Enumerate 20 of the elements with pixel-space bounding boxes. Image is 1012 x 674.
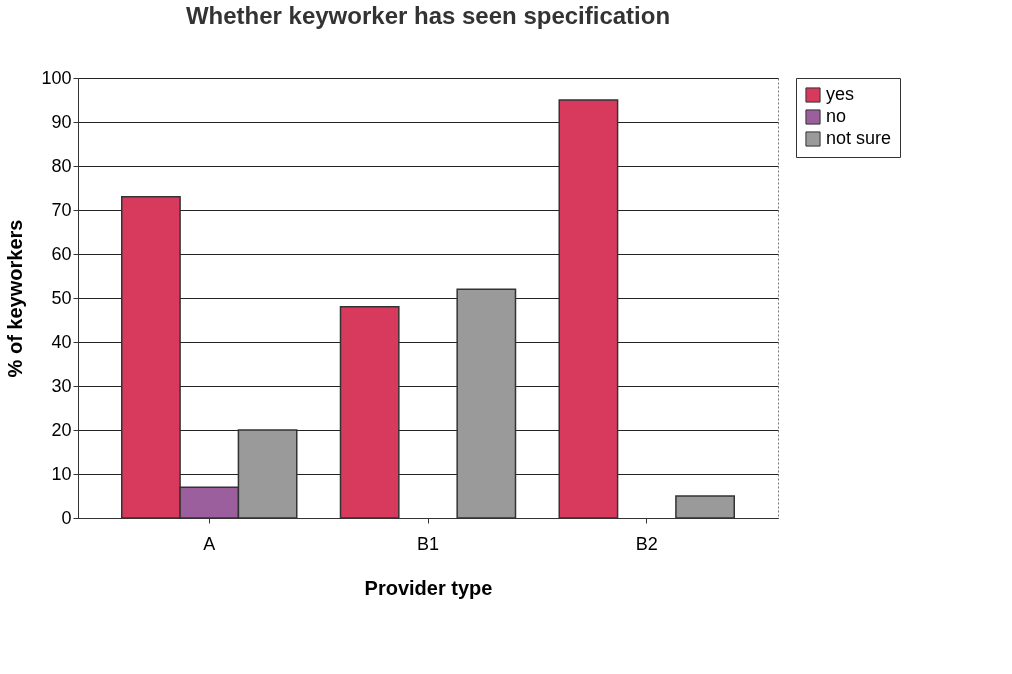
y-tick-label: 10 [51, 463, 72, 484]
legend-label: no [826, 106, 847, 126]
y-tick-label: 100 [41, 67, 72, 88]
y-tick-label: 70 [51, 199, 72, 220]
y-tick-label: 50 [51, 287, 72, 308]
chart-title: Whether keyworker has seen specification [185, 2, 671, 29]
y-tick-label: 30 [51, 375, 72, 396]
legend-label: not sure [826, 128, 892, 148]
y-tick-label: 80 [51, 155, 72, 176]
legend-label: yes [826, 84, 855, 104]
y-tick-label: 60 [51, 243, 72, 264]
x-tick-label: B2 [635, 533, 658, 554]
x-tick-label: A [203, 533, 216, 554]
y-axis-title: % of keyworkers [4, 219, 27, 378]
y-tick-label: 20 [51, 419, 72, 440]
x-axis-title: Provider type [364, 576, 493, 599]
y-tick-label: 90 [51, 111, 72, 132]
y-tick-label: 0 [61, 507, 72, 528]
x-tick-label: B1 [416, 533, 440, 554]
y-tick-label: 40 [51, 331, 72, 352]
